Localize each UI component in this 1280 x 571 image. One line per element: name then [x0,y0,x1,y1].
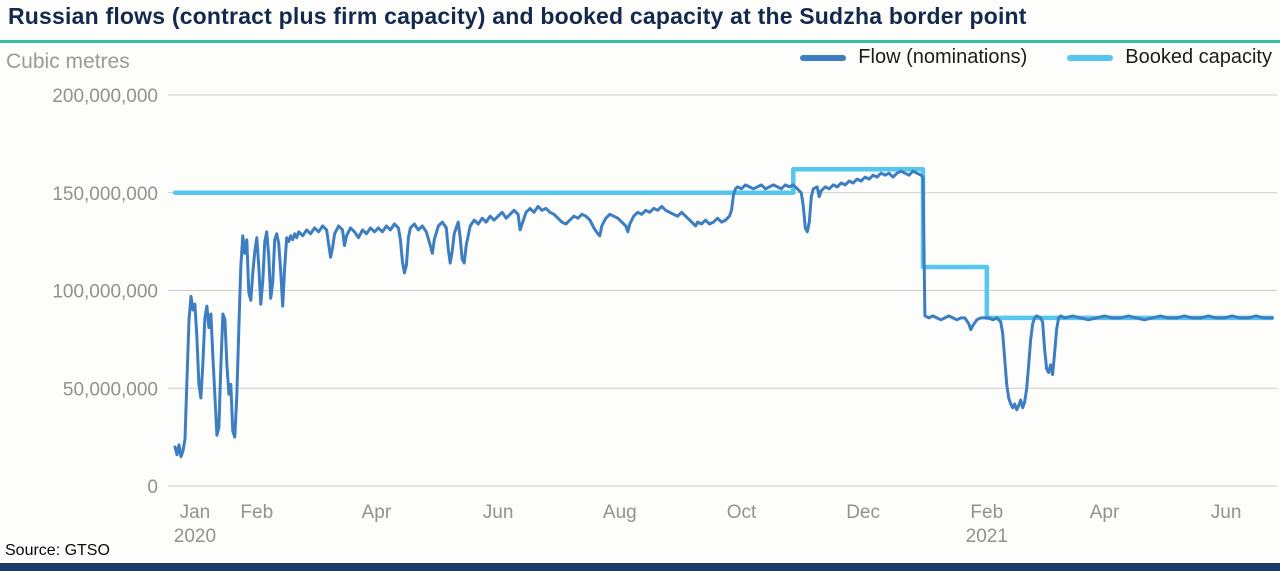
legend-label-booked: Booked capacity [1125,46,1272,68]
chart-title: Russian flows (contract plus firm capaci… [8,3,1027,29]
x-tick-label: Apr [362,502,392,523]
x-axis-labels: Jan 2020 Feb Apr Jun Aug Oct Dec Feb 2021 Apr Jun [174,502,1242,547]
x-tick-label: Dec [846,502,880,523]
x-tick-label: Feb [970,502,1003,523]
y-axis-labels: 0 50,000,000 100,000,000 150,000,000 200,000… [52,86,158,498]
bottom-bar [0,563,1280,571]
title-underline [0,40,1280,43]
booked-capacity-swatch [1067,54,1114,61]
legend-label-flow: Flow (nominations) [858,46,1028,68]
y-tick-label: 0 [147,477,158,498]
x-tick-label: Aug [603,502,637,523]
x-tick-label: Oct [727,502,757,523]
flow-line-swatch [800,54,847,61]
y-tick-label: 50,000,000 [63,379,158,400]
x-tick-year-label: 2020 [174,526,216,547]
x-tick-year-label: 2021 [966,526,1008,547]
legend-item-booked: Booked capacity [1067,46,1272,69]
x-tick-label: Jan [180,502,211,523]
source-note: Source: GTSO [5,542,110,559]
booked-capacity-line [172,167,1275,321]
x-tick-label: Jun [483,502,514,523]
legend-item-flow: Flow (nominations) [800,46,1027,69]
y-tick-label: 100,000,000 [52,282,158,303]
y-tick-label: 200,000,000 [52,86,158,107]
gridlines [168,94,1277,487]
x-tick-label: Apr [1090,502,1120,523]
flow-nominations-line [173,169,1274,459]
y-tick-label: 150,000,000 [52,184,158,205]
y-axis-title: Cubic metres [6,50,130,73]
x-tick-label: Feb [240,502,273,523]
legend: Flow (nominations) Booked capacity [800,46,1272,69]
x-tick-label: Jun [1211,502,1242,523]
